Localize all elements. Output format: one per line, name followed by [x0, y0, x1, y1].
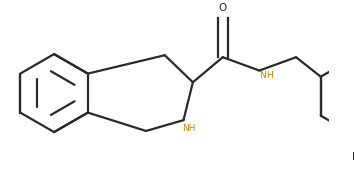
Text: H: H — [266, 71, 273, 80]
Text: O: O — [219, 3, 227, 13]
Text: NH: NH — [182, 124, 195, 133]
Text: F: F — [352, 152, 354, 162]
Text: N: N — [259, 71, 266, 80]
